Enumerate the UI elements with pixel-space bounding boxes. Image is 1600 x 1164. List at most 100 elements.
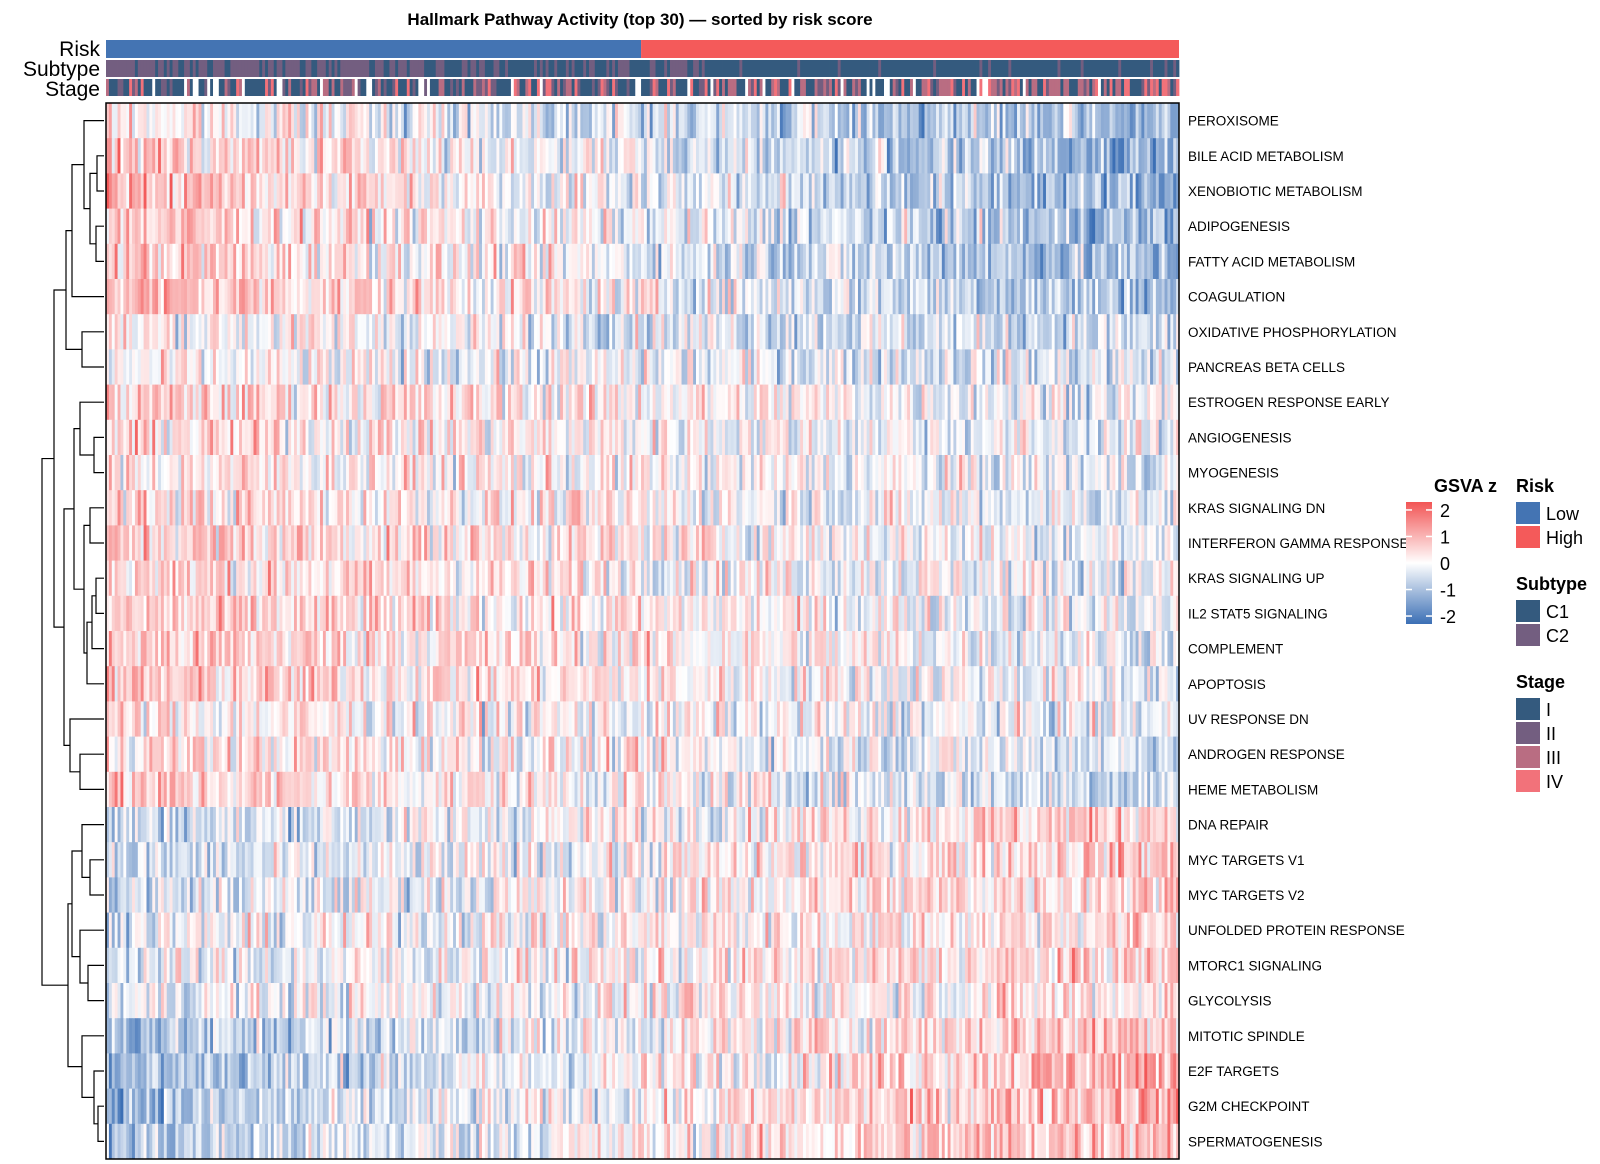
heatmap-cell (999, 208, 1003, 245)
heatmap-cell (724, 208, 729, 245)
stage-cell (282, 79, 286, 96)
stage-cell (999, 79, 1003, 96)
heatmap-cell (991, 455, 995, 491)
stage-cell (499, 79, 503, 96)
heatmap-cell (1098, 384, 1102, 421)
heatmap-cell (357, 173, 361, 209)
heatmap-cell (571, 349, 575, 385)
heatmap-cell (771, 419, 775, 456)
heatmap-cell (803, 173, 807, 209)
heatmap-cell (129, 455, 133, 491)
heatmap-cell (959, 173, 963, 209)
heatmap-cell (1011, 243, 1015, 280)
heatmap-cell (829, 173, 833, 209)
heatmap-cell (693, 103, 697, 139)
heatmap-cell (664, 138, 668, 174)
heatmap-cell (1034, 243, 1038, 280)
heatmap-cell (857, 173, 862, 209)
heatmap-cell (950, 243, 954, 280)
subtype-cell (253, 60, 257, 77)
heatmap-cell (259, 419, 263, 456)
stage-cell (389, 79, 393, 96)
heatmap-cell (620, 419, 625, 456)
heatmap-cell (973, 279, 977, 315)
subtype-cell (641, 60, 645, 77)
heatmap-cell (1080, 384, 1084, 421)
heatmap-cell (565, 490, 570, 526)
heatmap-cell (672, 138, 677, 174)
heatmap-cell (551, 208, 555, 245)
heatmap-cell (776, 419, 781, 456)
heatmap-cell (227, 419, 231, 456)
heatmap-cell (441, 349, 445, 385)
heatmap-cell (424, 455, 428, 491)
heatmap-cell (447, 490, 451, 526)
heatmap-cell (759, 208, 763, 245)
heatmap-cell (453, 349, 457, 385)
heatmap-cell (800, 314, 804, 350)
heatmap-cell (126, 349, 130, 385)
stage-cell (745, 79, 749, 96)
heatmap-cell (736, 384, 740, 421)
heatmap-cell (1002, 314, 1006, 350)
heatmap-cell (580, 173, 584, 209)
heatmap-cell (667, 173, 671, 209)
heatmap-cell (117, 138, 121, 174)
heatmap-cell (513, 349, 518, 385)
heatmap-cell (652, 419, 656, 456)
heatmap-cell (481, 419, 486, 456)
heatmap-cell (811, 314, 815, 350)
heatmap-cell (794, 419, 798, 456)
heatmap-cell (270, 419, 275, 456)
heatmap-cell (1144, 314, 1148, 350)
subtype-cell (904, 60, 908, 77)
heatmap-cell (1074, 314, 1079, 350)
heatmap-cell (678, 173, 682, 209)
heatmap-cell (447, 314, 451, 350)
heatmap-cell (693, 208, 697, 245)
heatmap-cell (1112, 349, 1116, 385)
stage-cell (768, 79, 772, 96)
heatmap-cell (886, 103, 891, 139)
subtype-cell (597, 60, 601, 77)
heatmap-cell (227, 138, 231, 174)
heatmap-cell (267, 103, 272, 139)
heatmap-cell (649, 279, 654, 315)
heatmap-cell (189, 419, 194, 456)
heatmap-cell (701, 314, 706, 350)
heatmap-cell (175, 419, 179, 456)
heatmap-cell (765, 173, 769, 209)
subtype-cell (230, 60, 234, 77)
heatmap-cell (334, 173, 338, 209)
heatmap-cell (615, 279, 619, 315)
heatmap-cell (1086, 349, 1090, 385)
heatmap-cell (395, 314, 399, 350)
heatmap-cell (852, 173, 856, 209)
heatmap-cell (794, 314, 798, 350)
heatmap-cell (444, 314, 448, 350)
heatmap-cell (820, 455, 824, 491)
heatmap-cells (106, 103, 1180, 1160)
heatmap-cell (184, 419, 188, 456)
heatmap-cell (910, 455, 914, 491)
heatmap-cell (441, 103, 445, 139)
heatmap-cell (479, 314, 483, 350)
heatmap-cell (479, 455, 483, 491)
heatmap-cell (831, 138, 836, 174)
heatmap-cell (996, 243, 1001, 280)
heatmap-cell (707, 384, 711, 421)
heatmap-cell (635, 173, 639, 209)
heatmap-cell (111, 243, 116, 280)
subtype-cell (554, 60, 558, 77)
heatmap-cell (195, 138, 199, 174)
heatmap-cell (522, 490, 526, 526)
heatmap-cell (1167, 103, 1171, 139)
heatmap-cell (756, 103, 761, 139)
heatmap-cell (898, 455, 902, 491)
heatmap-cell (320, 173, 324, 209)
heatmap-cell (398, 455, 402, 491)
subtype-cell (739, 60, 743, 77)
heatmap-cell (403, 279, 408, 315)
heatmap-cell (516, 349, 520, 385)
heatmap-cell (244, 384, 249, 421)
